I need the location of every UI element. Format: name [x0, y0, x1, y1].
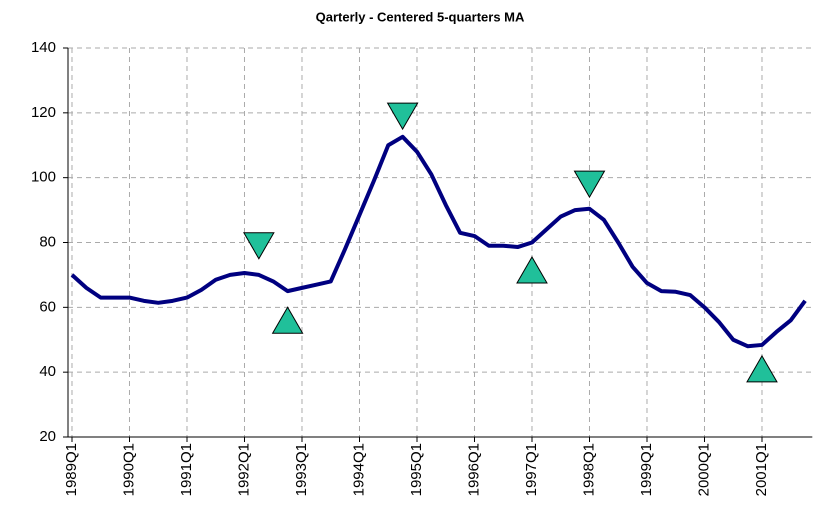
x-tick-label: 1993Q1 — [293, 443, 310, 496]
y-tick-label: 80 — [39, 233, 56, 250]
y-tick-label: 20 — [39, 428, 56, 445]
data-line — [70, 134, 807, 349]
x-tick-label: 2000Q1 — [695, 443, 712, 496]
x-tick-label: 1992Q1 — [235, 443, 252, 496]
x-tick-label: 1997Q1 — [523, 443, 540, 496]
y-tick-label: 40 — [39, 363, 56, 380]
trough-marker — [746, 354, 778, 383]
y-tick-label: 60 — [39, 298, 56, 315]
y-tick-label: 100 — [31, 169, 56, 186]
chart-title: Qarterly - Centered 5-quarters MA — [316, 9, 525, 24]
trough-marker — [516, 256, 548, 284]
peak-marker — [242, 232, 275, 260]
x-tick-label: 1995Q1 — [408, 443, 425, 496]
x-tick-label: 1998Q1 — [580, 443, 597, 496]
trough-marker — [271, 306, 304, 334]
peak-marker — [573, 170, 606, 199]
y-tick-label: 140 — [31, 39, 56, 56]
y-tick-label: 120 — [31, 104, 56, 121]
x-tick-label: 1999Q1 — [638, 443, 655, 496]
x-tick-label: 1991Q1 — [178, 443, 195, 496]
x-tick-label: 1996Q1 — [465, 443, 482, 496]
x-tick-label: 1990Q1 — [120, 443, 137, 496]
x-tick-label: 1989Q1 — [63, 443, 80, 496]
x-tick-label: 2001Q1 — [753, 443, 770, 496]
peak-marker — [386, 102, 419, 131]
x-tick-label: 1994Q1 — [350, 443, 367, 496]
